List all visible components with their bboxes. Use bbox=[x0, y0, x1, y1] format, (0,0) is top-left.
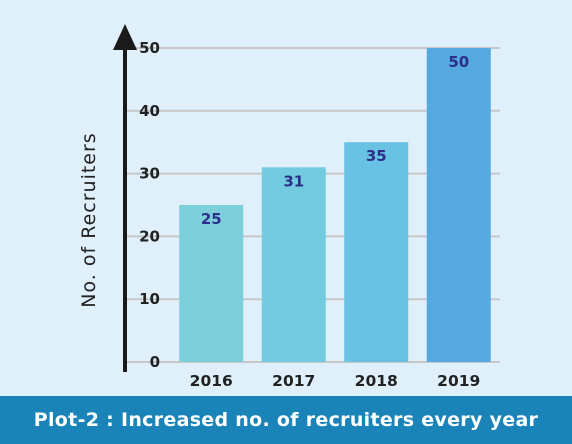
x-tick-label-2019: 2019 bbox=[437, 372, 480, 390]
y-axis bbox=[113, 24, 137, 372]
data-label-2016: 25 bbox=[201, 210, 222, 228]
y-tick-label: 10 bbox=[139, 290, 160, 308]
x-tick-label-2017: 2017 bbox=[272, 372, 315, 390]
y-tick-label: 0 bbox=[150, 353, 160, 371]
bar-2018 bbox=[344, 142, 409, 362]
bar-2016 bbox=[179, 205, 244, 362]
x-tick-label-2016: 2016 bbox=[190, 372, 233, 390]
data-label-2019: 50 bbox=[448, 53, 469, 71]
data-labels: 25 31 35 50 bbox=[201, 53, 469, 228]
bars bbox=[179, 48, 491, 362]
bar-chart: 0 10 20 30 40 50 2016 2017 2018 2019 25 31 35 50 No… bbox=[78, 24, 500, 390]
bar-2017 bbox=[261, 167, 326, 362]
y-tick-labels: 0 10 20 30 40 50 bbox=[139, 39, 160, 371]
y-tick-label: 30 bbox=[139, 165, 160, 183]
bar-2019 bbox=[426, 48, 491, 362]
y-tick-label: 40 bbox=[139, 102, 160, 120]
data-label-2018: 35 bbox=[366, 147, 387, 165]
data-label-2017: 31 bbox=[283, 172, 304, 190]
x-tick-labels: 2016 2017 2018 2019 bbox=[190, 372, 481, 390]
caption-text: Plot-2 : Increased no. of recruiters eve… bbox=[33, 409, 539, 431]
y-tick-label: 50 bbox=[139, 39, 160, 57]
x-tick-label-2018: 2018 bbox=[355, 372, 398, 390]
y-axis-arrowhead bbox=[113, 24, 137, 50]
y-axis-label: No. of Recruiters bbox=[78, 132, 100, 307]
caption-banner: Plot-2 : Increased no. of recruiters eve… bbox=[0, 396, 572, 444]
y-tick-label: 20 bbox=[139, 227, 160, 245]
